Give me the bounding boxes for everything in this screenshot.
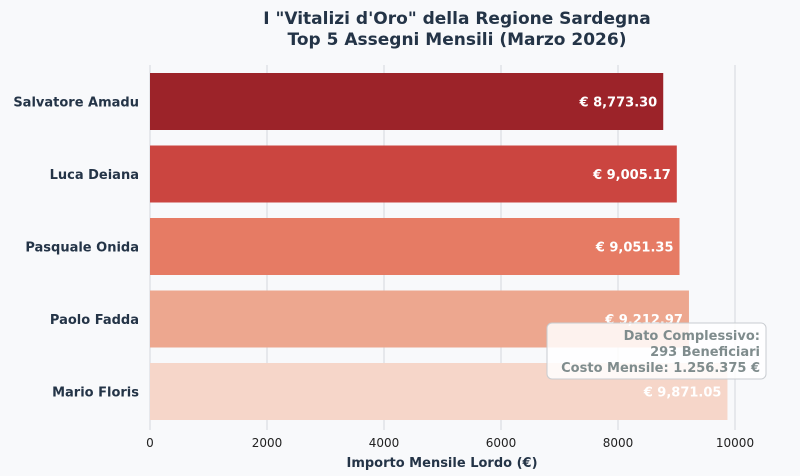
x-tick-label: 0 xyxy=(146,436,154,450)
x-tick-label: 8000 xyxy=(603,436,634,450)
bar xyxy=(150,218,680,275)
annotation-line: Costo Mensile: 1.256.375 € xyxy=(561,361,760,376)
annotation-box xyxy=(546,322,767,380)
bar xyxy=(150,145,677,203)
x-tick-label: 10000 xyxy=(716,436,754,450)
x-tick-label: 2000 xyxy=(252,436,283,450)
category-label: Mario Floris xyxy=(52,386,139,401)
data-label: € 9,051.35 xyxy=(595,241,674,256)
chart-subtitle: Top 5 Assegni Mensili (Marzo 2026) xyxy=(288,30,627,50)
data-label: € 8,773.30 xyxy=(579,96,658,111)
data-label: € 9,871.05 xyxy=(643,386,722,401)
category-label: Salvatore Amadu xyxy=(13,96,139,111)
x-axis-label: Importo Mensile Lordo (€) xyxy=(346,456,537,471)
summary-annotation: Dato Complessivo: 293 Beneficiari Costo … xyxy=(546,322,767,380)
bar xyxy=(150,73,664,130)
chart-title: I "Vitalizi d'Oro" della Regione Sardegn… xyxy=(263,9,650,29)
category-label: Luca Deiana xyxy=(50,168,139,183)
category-label: Paolo Fadda xyxy=(50,313,139,328)
annotation-line: 293 Beneficiari xyxy=(650,345,760,360)
data-label: € 9,005.17 xyxy=(592,168,671,183)
annotation-line: Dato Complessivo: xyxy=(624,329,760,344)
x-tick-label: 4000 xyxy=(369,436,400,450)
x-tick-label: 6000 xyxy=(486,436,517,450)
category-label: Pasquale Onida xyxy=(25,241,139,256)
